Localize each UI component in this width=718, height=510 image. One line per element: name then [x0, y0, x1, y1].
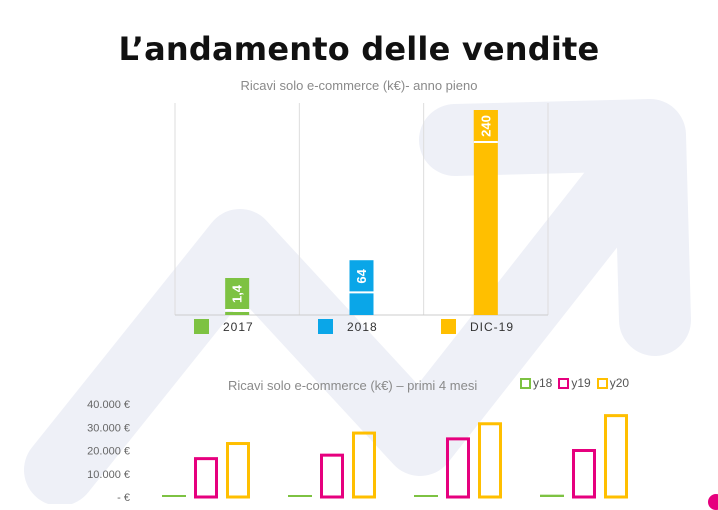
legend-item-2018: 2018	[318, 319, 378, 334]
legend-swatch	[558, 377, 570, 389]
bar-y20	[604, 414, 628, 499]
legend-label: y18	[533, 376, 553, 390]
chart1-legend: 2017 2018 DIC-19	[0, 319, 718, 339]
bar-y18	[288, 495, 312, 497]
bar-y20	[226, 442, 250, 499]
data-label: 64	[354, 268, 369, 283]
bar-DIC-19	[473, 110, 498, 315]
y-tick-label: 10.000 €	[87, 469, 130, 481]
legend-swatch	[596, 377, 608, 389]
bar-y18	[162, 495, 186, 497]
legend-swatch	[194, 319, 209, 334]
legend-label: 2017	[223, 319, 254, 334]
bar-y20	[352, 431, 376, 499]
bar-y18	[540, 494, 564, 497]
legend-item-y20: y20	[596, 376, 630, 390]
legend-item-y18: y18	[520, 376, 552, 390]
bar-y19	[572, 449, 596, 499]
chart2-title: Ricavi solo e-commerce (k€) – primi 4 me…	[228, 378, 478, 393]
data-label-box	[225, 278, 250, 310]
bar-y19	[194, 457, 218, 499]
legend-label: y20	[609, 376, 630, 390]
data-label-box	[473, 110, 498, 142]
legend-label: 2018	[347, 319, 378, 334]
data-label: 240	[478, 115, 493, 137]
bar-y19	[320, 453, 344, 499]
bar-y19	[446, 437, 470, 499]
page-title: L’andamento delle vendite	[118, 30, 600, 68]
bar-y20	[478, 422, 502, 499]
bar-y18	[414, 495, 438, 497]
legend-swatch	[520, 377, 531, 389]
chart1-title: Ricavi solo e-commerce (k€)- anno pieno	[240, 78, 478, 93]
data-label: 1,4	[230, 284, 245, 303]
legend-swatch	[441, 319, 456, 334]
data-label-box	[349, 260, 374, 293]
y-tick-label: 30.000 €	[87, 422, 130, 434]
bar-2017	[225, 312, 250, 315]
legend-label: y19	[571, 376, 591, 390]
y-tick-label: 40.000 €	[87, 399, 130, 411]
legend-item-2017: 2017	[194, 319, 254, 334]
chart2-legend: y18 y19 y20	[520, 376, 635, 390]
legend-swatch	[318, 319, 333, 334]
corner-dot	[708, 494, 718, 510]
y-tick-label: 20.000 €	[87, 446, 130, 458]
y-tick-label: - €	[117, 492, 130, 504]
legend-item-y19: y19	[558, 376, 591, 390]
legend-label: DIC-19	[470, 319, 515, 334]
legend-item-dic19: DIC-19	[441, 319, 514, 334]
